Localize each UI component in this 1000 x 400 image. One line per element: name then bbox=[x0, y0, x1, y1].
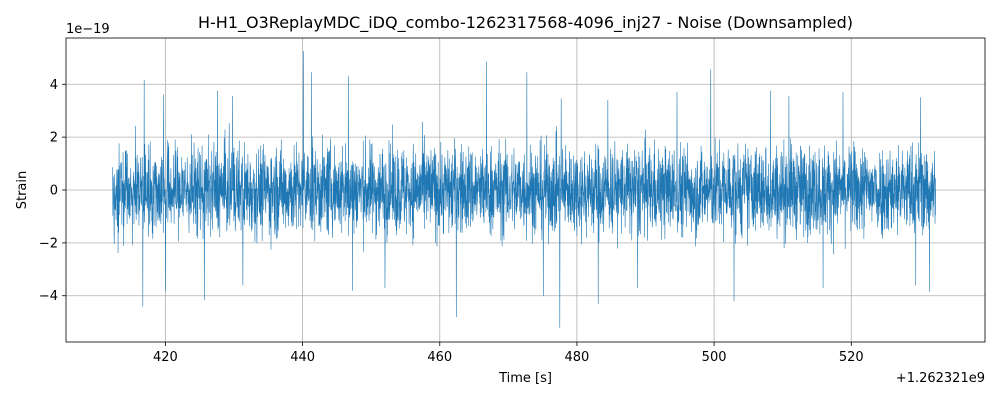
y-axis-scale-label: 1e−19 bbox=[66, 22, 110, 37]
x-axis-offset-label: +1.262321e9 bbox=[896, 371, 985, 386]
plot-area bbox=[112, 50, 936, 328]
x-tick-label: 460 bbox=[427, 350, 452, 365]
y-axis-title: Strain bbox=[15, 171, 30, 210]
chart-title: H-H1_O3ReplayMDC_iDQ_combo-1262317568-40… bbox=[198, 13, 853, 33]
x-axis-title: Time [s] bbox=[498, 371, 552, 386]
x-tick-label: 440 bbox=[290, 350, 315, 365]
x-axis: 420 440 460 480 500 520 bbox=[153, 342, 864, 365]
strain-series-line bbox=[112, 50, 936, 328]
y-tick-label: −2 bbox=[39, 236, 58, 251]
y-tick-label: 2 bbox=[50, 131, 58, 146]
y-tick-label: −4 bbox=[39, 289, 58, 304]
y-tick-label: 0 bbox=[50, 184, 58, 199]
y-tick-label: 4 bbox=[50, 78, 58, 93]
x-tick-label: 520 bbox=[839, 350, 864, 365]
x-tick-label: 420 bbox=[153, 350, 178, 365]
x-tick-label: 480 bbox=[565, 350, 590, 365]
x-tick-label: 500 bbox=[702, 350, 727, 365]
y-axis: −4 −2 0 2 4 bbox=[39, 78, 66, 304]
